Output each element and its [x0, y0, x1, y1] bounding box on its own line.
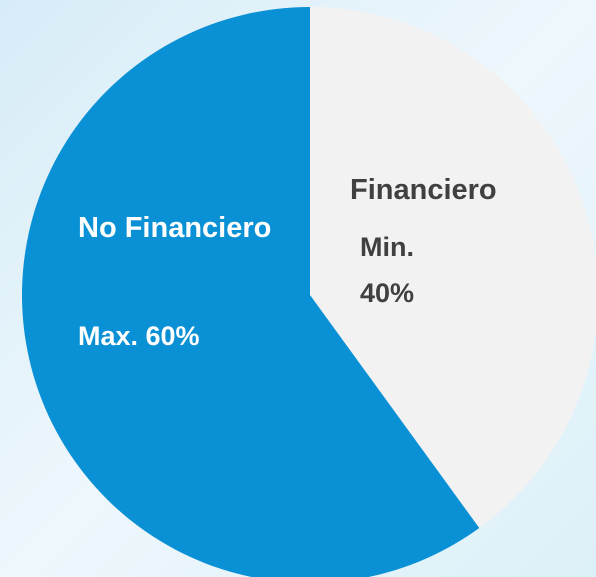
value-label: Min. 40% — [360, 232, 415, 308]
pie-slice — [22, 7, 480, 577]
slice-label: Financiero — [350, 174, 497, 206]
pie-slice — [310, 7, 596, 528]
value-label: Max. 60% — [78, 321, 200, 351]
slice-label: No Financiero — [78, 212, 272, 244]
